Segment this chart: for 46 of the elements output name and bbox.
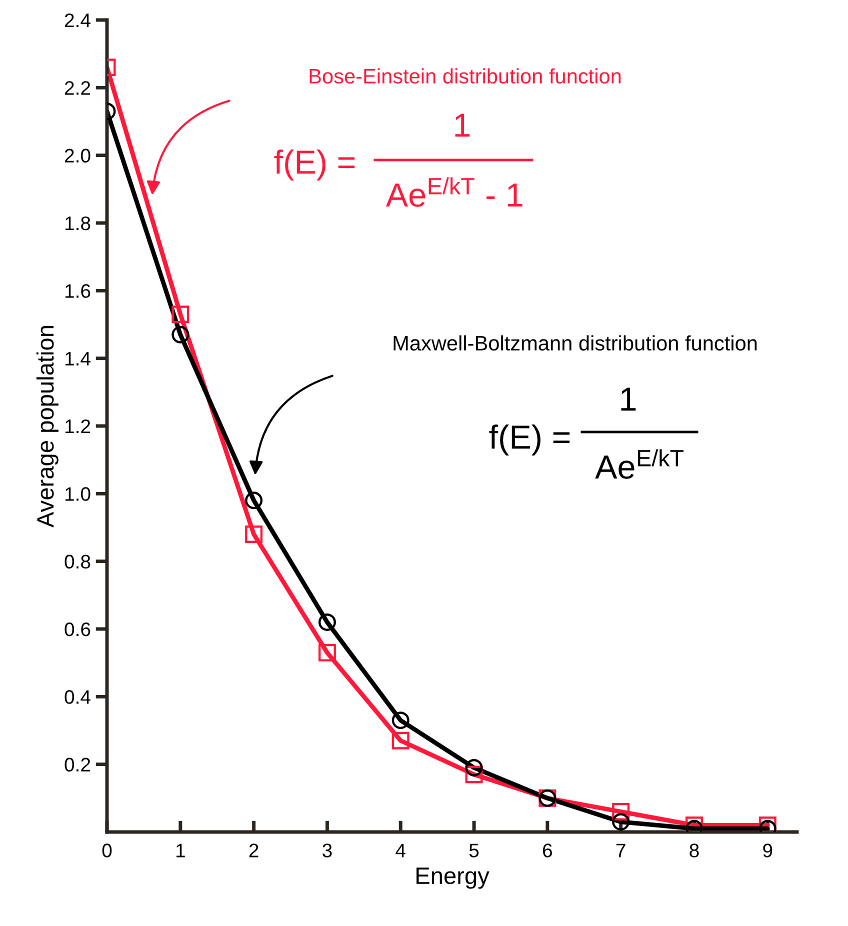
- point: [245, 526, 263, 544]
- point: [465, 758, 483, 776]
- annotation: 1: [455, 114, 470, 137]
- annotation: f(E) =: [489, 424, 570, 456]
- point: [392, 732, 410, 750]
- annotation: Maxwell-Boltzmann distribution function: [394, 335, 757, 351]
- x-tick-label: 4: [396, 844, 406, 858]
- y-axis-title: Average population: [36, 326, 58, 528]
- annotation: Ae$^{E/kT}$ - 1: [386, 177, 522, 207]
- y-tick-label: 0.8: [64, 554, 90, 569]
- point: [318, 644, 336, 662]
- y-tick-label: 2.0: [64, 148, 90, 163]
- y-tick-label: 0.6: [64, 622, 90, 636]
- x-tick-label: 0: [102, 844, 112, 858]
- x-tick-label: 8: [690, 844, 699, 858]
- x-tick-label: 5: [469, 844, 479, 858]
- annotation: Ae$^{E/kT}$: [595, 449, 684, 479]
- x-tick-label: 3: [322, 844, 332, 858]
- x-tick-label: 2: [249, 844, 258, 858]
- point: [172, 306, 190, 324]
- x-tick-label: 6: [543, 844, 552, 858]
- point: [318, 613, 336, 631]
- y-tick-label: 1.2: [65, 419, 90, 434]
- x-tick-label: 9: [763, 844, 772, 858]
- x-axis-title: Energy: [416, 868, 490, 889]
- y-tick-label: 0.2: [64, 758, 90, 772]
- annotation: Bose-Einstein distribution function: [310, 68, 621, 84]
- y-tick-label: 1.4: [65, 352, 90, 366]
- point: [758, 816, 776, 832]
- point: [612, 813, 630, 831]
- point: [685, 816, 703, 832]
- point: [172, 326, 190, 344]
- y-tick-label: 2.4: [64, 13, 90, 28]
- point: [465, 766, 483, 784]
- y-tick-label: 1.6: [65, 284, 90, 298]
- y-tick-label: 1.8: [65, 216, 90, 230]
- point: [392, 712, 410, 730]
- y-tick-label: 1.0: [65, 487, 90, 501]
- y-tick-label: 0.4: [64, 690, 90, 704]
- annotation: 1: [621, 388, 636, 411]
- x-tick-label: 1: [176, 844, 185, 858]
- annotation: f(E) =: [274, 149, 355, 181]
- point: [245, 492, 263, 510]
- point: [612, 802, 630, 820]
- x-tick-label: 7: [616, 844, 626, 858]
- y-tick-label: 2.2: [64, 81, 90, 95]
